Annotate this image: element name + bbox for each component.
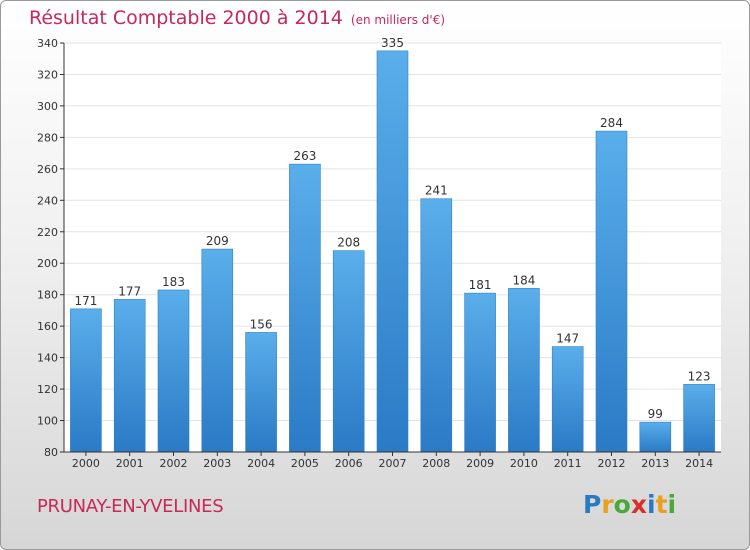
x-tick-label: 2005 xyxy=(291,457,319,470)
bar-value-label: 156 xyxy=(250,317,273,331)
x-tick-label: 2003 xyxy=(203,457,231,470)
commune-name: PRUNAY-EN-YVELINES xyxy=(37,496,224,517)
bar-value-label: 123 xyxy=(688,369,711,383)
x-tick-label: 2009 xyxy=(466,457,494,470)
y-tick-label: 180 xyxy=(37,289,58,302)
x-tick-label: 2006 xyxy=(335,457,363,470)
bar-value-label: 284 xyxy=(600,116,623,130)
bar-2008 xyxy=(420,198,453,453)
bar-value-label: 99 xyxy=(648,407,663,421)
x-tick-label: 2011 xyxy=(554,457,582,470)
x-tick-label: 2002 xyxy=(160,457,188,470)
y-tick-label: 120 xyxy=(37,383,58,396)
chart-title-main: Résultat Comptable 2000 à 2014 xyxy=(29,7,343,29)
y-tick-label: 100 xyxy=(37,415,58,428)
bar-2009 xyxy=(464,292,496,453)
bar-2006 xyxy=(332,250,365,453)
bar-value-label: 147 xyxy=(556,332,579,346)
y-tick-label: 220 xyxy=(37,226,58,239)
bar-value-label: 335 xyxy=(381,36,404,50)
x-tick-label: 2012 xyxy=(598,457,626,470)
x-tick-label: 2013 xyxy=(641,457,669,470)
bar-2011 xyxy=(551,346,584,453)
logo-letter: P xyxy=(583,490,602,519)
bar-value-label: 184 xyxy=(512,273,535,287)
y-tick-label: 200 xyxy=(37,257,58,270)
logo-letter: o xyxy=(613,490,631,519)
bar-value-label: 177 xyxy=(118,284,141,298)
bar-value-label: 263 xyxy=(293,149,316,163)
x-tick-label: 2000 xyxy=(72,457,100,470)
bar-value-label: 181 xyxy=(469,278,492,292)
logo-letter: t xyxy=(655,490,668,519)
logo-letter: x xyxy=(630,490,647,519)
bar-2004 xyxy=(245,332,277,453)
y-tick-label: 160 xyxy=(37,320,58,333)
proxiti-logo: Proxiti xyxy=(583,490,676,519)
bar-2014 xyxy=(683,384,715,453)
chart-title: Résultat Comptable 2000 à 2014 (en millie… xyxy=(29,7,445,29)
bar-2005 xyxy=(289,163,321,453)
bar-2000 xyxy=(70,308,102,453)
logo-letter: i xyxy=(647,490,656,519)
x-tick-label: 2007 xyxy=(379,457,407,470)
y-tick-label: 80 xyxy=(44,446,58,459)
bar-value-label: 171 xyxy=(74,294,97,308)
logo-letter: r xyxy=(601,490,614,519)
y-tick-label: 280 xyxy=(37,131,58,144)
bar-2012 xyxy=(595,130,628,453)
bar-2013 xyxy=(639,421,672,453)
bar-2010 xyxy=(508,288,540,453)
bar-value-label: 183 xyxy=(162,275,185,289)
logo-letter: i xyxy=(667,490,677,519)
y-tick-label: 240 xyxy=(37,194,58,207)
y-tick-label: 300 xyxy=(37,100,58,113)
x-tick-label: 2014 xyxy=(685,457,713,470)
x-tick-label: 2004 xyxy=(247,457,275,470)
bar-2007 xyxy=(376,50,409,453)
x-tick-label: 2010 xyxy=(510,457,538,470)
bar-value-label: 208 xyxy=(337,236,360,250)
bar-2002 xyxy=(157,289,190,453)
x-tick-label: 2001 xyxy=(116,457,144,470)
bar-2003 xyxy=(201,248,234,453)
chart-title-unit: (en milliers d'€) xyxy=(350,13,446,27)
y-tick-label: 260 xyxy=(37,163,58,176)
bar-value-label: 241 xyxy=(425,184,448,198)
y-tick-label: 340 xyxy=(37,37,58,50)
x-tick-label: 2008 xyxy=(422,457,450,470)
bar-value-label: 209 xyxy=(206,234,229,248)
y-tick-label: 140 xyxy=(37,352,58,365)
bar-2001 xyxy=(113,299,146,453)
y-tick-label: 320 xyxy=(37,68,58,81)
